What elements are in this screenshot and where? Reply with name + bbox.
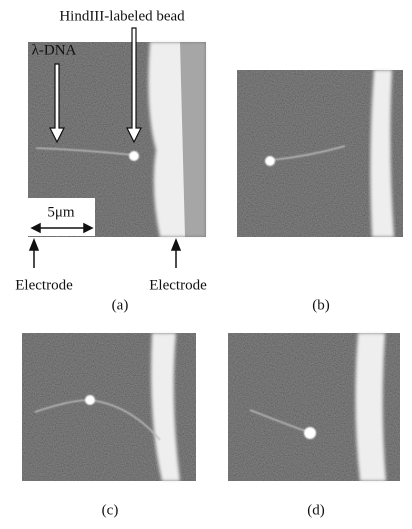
scale-label: 5μm [47,204,75,220]
bead [265,156,275,166]
electrode-label: Electrode [15,277,73,293]
electrode-band [370,70,394,237]
panel-d-image [228,333,400,481]
panel-label: (c) [102,502,119,518]
dna-annotation: λ-DNA [32,42,77,58]
panel-label: (b) [312,297,330,313]
panel-c-image [22,333,196,481]
electrode-head-right [172,240,180,250]
figure: HindIII-labeled bead λ-DNA 5μm Electrode… [0,0,412,529]
panel-label: (d) [307,502,325,518]
bead [129,151,139,161]
electrode-label: Electrode [149,277,207,293]
bead [85,395,95,405]
panel-b-image [237,70,403,237]
bead [304,427,316,439]
panel-label: (a) [112,297,129,313]
electrode-band [355,333,386,481]
electrode-arrows [30,240,180,268]
bead-annotation: HindIII-labeled bead [59,8,185,24]
electrode-head-left [30,240,38,250]
